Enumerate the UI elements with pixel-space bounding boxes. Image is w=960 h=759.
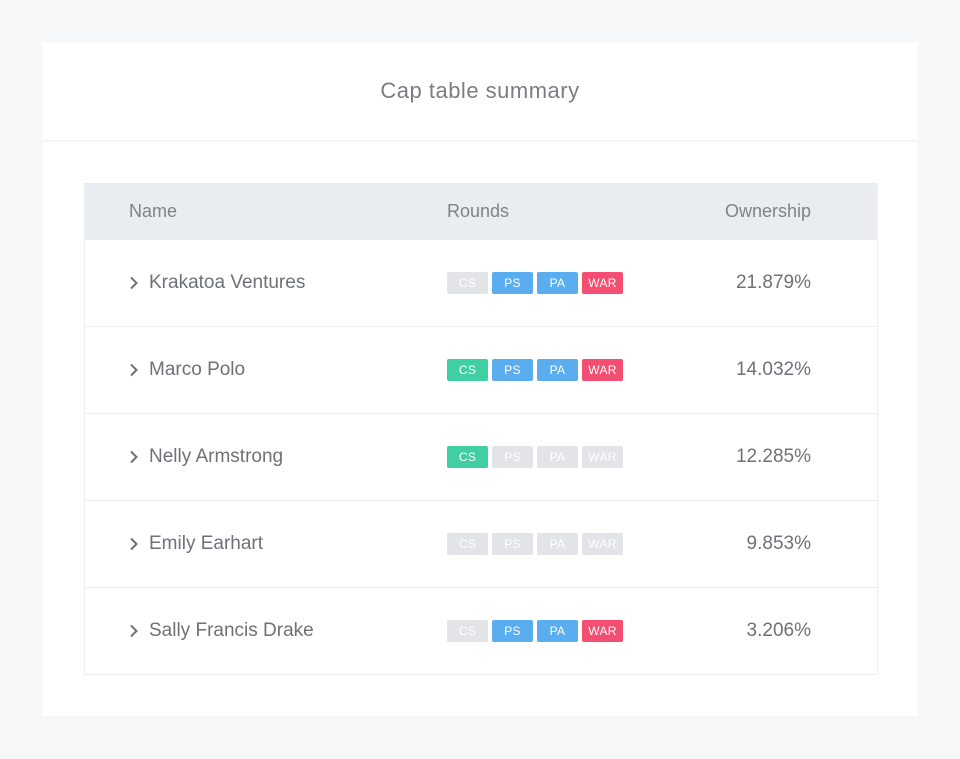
chevron-right-icon[interactable] [129,276,143,290]
round-badge-cs: CS [447,446,488,468]
round-badge-pa: PA [537,272,578,294]
round-badge-war: WAR [582,533,623,555]
header-name: Name [129,201,178,221]
rounds-badges: CS PS PA WAR [447,359,709,381]
table-body: Krakatoa Ventures CS PS PA WAR 21.879% Marc… [85,240,877,674]
header-rounds: Rounds [447,201,510,221]
ownership-value: 14.032% [735,359,811,380]
row-name-cell: Marco Polo [85,359,447,381]
round-badge-pa: PA [537,446,578,468]
row-name-cell: Emily Earhart [85,533,447,555]
round-badge-war: WAR [582,446,623,468]
card-title: Cap table summary [380,78,580,103]
round-badge-cs: CS [447,359,488,381]
round-badge-pa: PA [537,359,578,381]
row-name-cell: Krakatoa Ventures [85,272,447,294]
ownership-value: 12.285% [735,446,811,467]
table-row[interactable]: Sally Francis Drake CS PS PA WAR 3.206% [85,587,877,674]
table-row[interactable]: Nelly Armstrong CS PS PA WAR 12.285% [85,413,877,500]
rounds-badges: CS PS PA WAR [447,620,709,642]
round-badge-war: WAR [582,620,623,642]
header-ownership: Ownership [724,201,811,221]
table-header: Name Rounds Ownership [85,183,877,240]
shareholder-name: Emily Earhart [149,533,264,554]
rounds-badges: CS PS PA WAR [447,533,709,555]
round-badge-ps: PS [492,359,533,381]
shareholder-name: Marco Polo [149,359,246,380]
chevron-right-icon[interactable] [129,537,143,551]
shareholder-name: Nelly Armstrong [149,446,284,467]
round-badge-ps: PS [492,446,533,468]
chevron-right-icon[interactable] [129,624,143,638]
row-name-cell: Nelly Armstrong [85,446,447,468]
round-badge-cs: CS [447,533,488,555]
row-name-cell: Sally Francis Drake [85,620,447,642]
round-badge-pa: PA [537,620,578,642]
ownership-value: 21.879% [735,272,811,293]
chevron-right-icon[interactable] [129,363,143,377]
round-badge-war: WAR [582,272,623,294]
card-header: Cap table summary [42,42,918,142]
round-badge-cs: CS [447,272,488,294]
rounds-badges: CS PS PA WAR [447,272,709,294]
table-row[interactable]: Krakatoa Ventures CS PS PA WAR 21.879% [85,240,877,326]
table-row[interactable]: Marco Polo CS PS PA WAR 14.032% [85,326,877,413]
cap-table-card: Cap table summary Name Rounds Ownership … [42,42,918,716]
round-badge-war: WAR [582,359,623,381]
cap-table: Name Rounds Ownership Krakatoa Ventures … [84,183,878,675]
round-badge-ps: PS [492,620,533,642]
round-badge-pa: PA [537,533,578,555]
round-badge-ps: PS [492,272,533,294]
shareholder-name: Sally Francis Drake [149,620,314,641]
table-row[interactable]: Emily Earhart CS PS PA WAR 9.853% [85,500,877,587]
ownership-value: 3.206% [746,620,811,641]
shareholder-name: Krakatoa Ventures [149,272,306,293]
chevron-right-icon[interactable] [129,450,143,464]
ownership-value: 9.853% [746,533,811,554]
round-badge-ps: PS [492,533,533,555]
round-badge-cs: CS [447,620,488,642]
rounds-badges: CS PS PA WAR [447,446,709,468]
